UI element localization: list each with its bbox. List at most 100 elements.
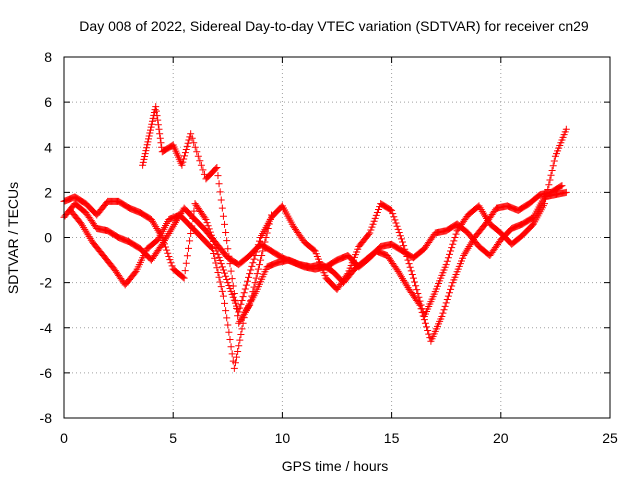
data-point xyxy=(412,282,420,290)
y-tick-label: 4 xyxy=(44,139,52,155)
data-point xyxy=(249,288,257,296)
data-point xyxy=(216,278,224,286)
data-point xyxy=(211,241,219,249)
data-point xyxy=(258,252,266,260)
data-point xyxy=(230,296,238,304)
data-point xyxy=(214,268,222,276)
data-point xyxy=(162,243,170,251)
data-point xyxy=(255,237,263,245)
data-point xyxy=(396,271,404,279)
data-point xyxy=(139,158,147,166)
data-point xyxy=(242,281,250,289)
data-point xyxy=(245,273,253,281)
data-point xyxy=(254,265,262,273)
y-tick-label: -8 xyxy=(40,410,53,426)
data-point xyxy=(168,224,176,232)
data-point xyxy=(438,312,446,320)
data-point xyxy=(217,260,225,268)
data-point xyxy=(193,148,201,156)
data-point xyxy=(407,267,415,275)
data-point xyxy=(251,279,259,287)
data-point xyxy=(168,262,176,270)
data-point xyxy=(545,181,553,189)
data-point xyxy=(154,121,162,129)
data-point xyxy=(252,274,260,282)
data-point xyxy=(562,125,570,133)
data-point xyxy=(396,232,404,240)
data-point xyxy=(467,239,475,247)
data-point xyxy=(444,292,452,300)
data-point xyxy=(252,248,260,256)
data-point xyxy=(366,229,374,237)
data-point xyxy=(215,253,223,261)
data-point xyxy=(203,219,211,227)
data-point xyxy=(146,129,154,137)
data-point xyxy=(390,213,398,221)
data-point xyxy=(444,254,452,262)
data-point xyxy=(212,165,220,173)
data-point xyxy=(145,135,153,143)
data-point xyxy=(404,256,412,264)
data-point xyxy=(259,247,267,255)
data-point xyxy=(411,278,419,286)
data-point xyxy=(369,220,377,228)
data-point xyxy=(164,231,172,239)
data-point xyxy=(143,144,151,152)
data-point xyxy=(235,308,243,316)
data-point xyxy=(179,273,187,281)
data-point xyxy=(221,269,229,277)
data-point xyxy=(233,304,241,312)
data-point xyxy=(224,321,232,329)
data-point xyxy=(423,323,431,331)
data-point xyxy=(183,252,191,260)
data-point xyxy=(238,314,246,322)
data-point xyxy=(475,202,483,210)
data-point xyxy=(171,219,179,227)
data-point xyxy=(156,130,164,138)
data-point xyxy=(419,312,427,320)
data-point xyxy=(221,220,229,228)
data-point xyxy=(218,263,226,271)
data-point xyxy=(261,238,269,246)
data-point xyxy=(448,244,456,252)
data-point xyxy=(188,134,196,142)
data-point xyxy=(397,235,405,243)
data-point xyxy=(222,307,230,315)
data-point xyxy=(85,233,93,241)
data-point xyxy=(170,220,178,228)
data-point xyxy=(409,274,417,282)
data-point xyxy=(81,225,89,233)
data-point xyxy=(253,244,261,252)
data-point xyxy=(179,158,187,166)
data-point xyxy=(153,224,161,232)
data-point xyxy=(267,211,275,219)
data-point xyxy=(549,162,557,170)
data-point xyxy=(248,292,256,300)
data-point xyxy=(392,219,400,227)
data-point xyxy=(82,227,90,235)
data-point xyxy=(140,155,148,163)
data-point xyxy=(399,275,407,283)
data-point xyxy=(234,347,242,355)
data-point xyxy=(181,152,189,160)
data-point xyxy=(443,296,451,304)
data-point xyxy=(189,215,197,223)
data-point xyxy=(546,176,554,184)
data-point xyxy=(147,123,155,131)
data-point xyxy=(224,245,232,253)
data-point xyxy=(148,117,156,125)
data-point xyxy=(416,301,424,309)
data-point xyxy=(402,249,410,257)
data-point xyxy=(478,207,486,215)
data-point xyxy=(204,222,212,230)
data-point xyxy=(405,260,413,268)
data-point xyxy=(477,206,485,214)
chart-title: Day 008 of 2022, Sidereal Day-to-day VTE… xyxy=(79,18,589,34)
data-point xyxy=(239,293,247,301)
data-point xyxy=(86,234,94,242)
data-point xyxy=(237,300,245,308)
data-point xyxy=(461,250,469,258)
data-point xyxy=(183,142,191,150)
data-point xyxy=(79,222,87,230)
data-point xyxy=(199,166,207,174)
